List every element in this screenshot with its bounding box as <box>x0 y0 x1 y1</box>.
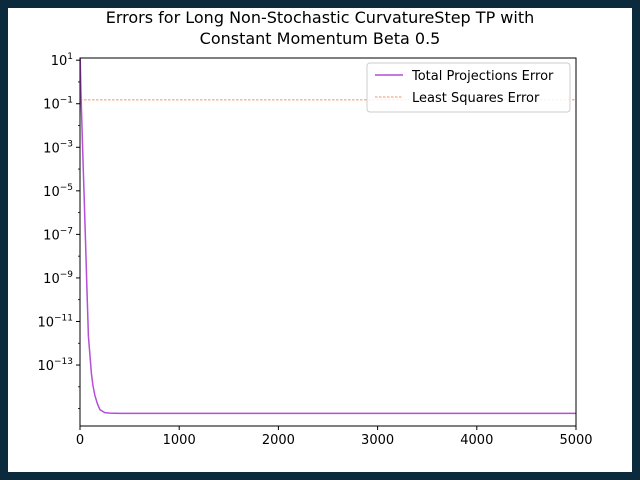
y-tick-label: 10−5 <box>43 183 73 200</box>
x-tick-label: 4000 <box>460 433 493 448</box>
y-tick-label: 10−7 <box>43 226 73 243</box>
series-line-total-projections-error <box>80 58 576 415</box>
y-tick-label: 10−13 <box>37 357 73 374</box>
chart-title-line-1: Errors for Long Non-Stochastic Curvature… <box>106 8 535 27</box>
x-tick-label: 0 <box>76 433 84 448</box>
legend-label-total-projections: Total Projections Error <box>411 69 554 84</box>
legend: Total Projections Error Least Squares Er… <box>366 62 571 113</box>
x-axis: 0 1000 2000 3000 4000 5000 <box>76 426 593 448</box>
chart: Errors for Long Non-Stochastic Curvature… <box>37 8 593 448</box>
plot-frame <box>79 57 577 427</box>
y-tick-label: 10−9 <box>43 270 73 287</box>
x-tick-label: 5000 <box>559 433 592 448</box>
y-tick-label: 10−1 <box>43 96 73 113</box>
legend-label-least-squares: Least Squares Error <box>412 91 540 106</box>
y-axis: 101 10−1 10−3 10−5 10−7 10−9 10−11 10−13 <box>37 52 80 409</box>
y-tick-label: 101 <box>51 52 73 69</box>
chart-title-line-2: Constant Momentum Beta 0.5 <box>200 29 441 48</box>
x-tick-label: 3000 <box>361 433 394 448</box>
x-tick-label: 1000 <box>163 433 196 448</box>
y-tick-label: 10−11 <box>37 313 73 330</box>
x-tick-label: 2000 <box>262 433 295 448</box>
legend-box <box>366 62 571 113</box>
figure-canvas: Errors for Long Non-Stochastic Curvature… <box>8 8 632 472</box>
y-tick-label: 10−3 <box>43 139 73 156</box>
